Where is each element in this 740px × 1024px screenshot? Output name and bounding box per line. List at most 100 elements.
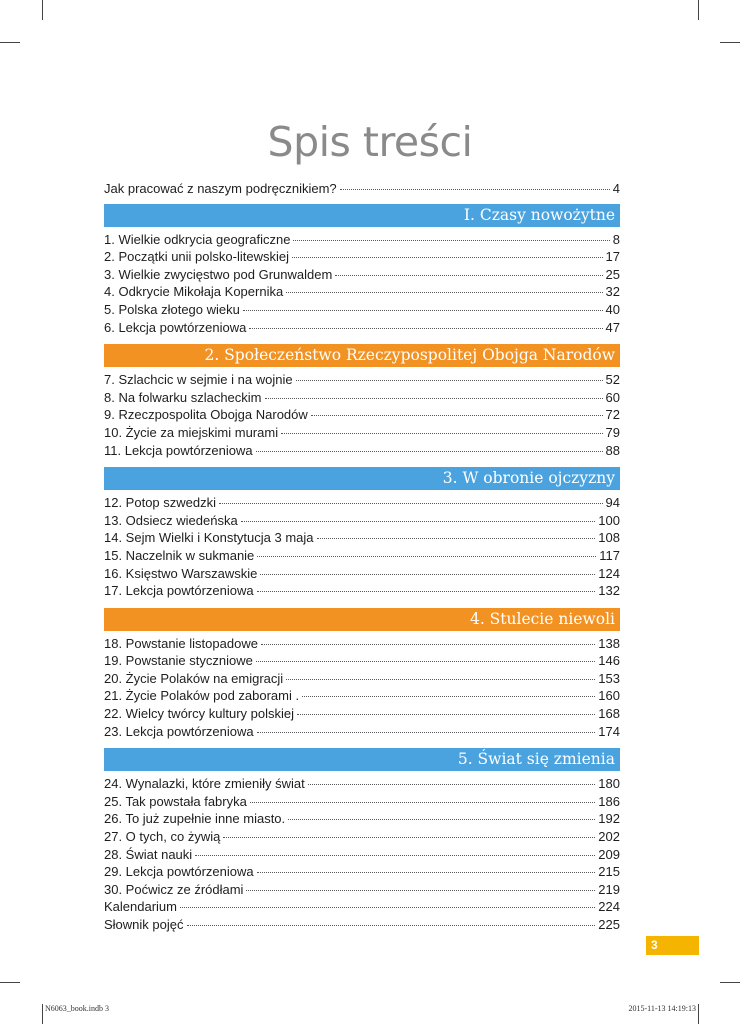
toc-entry-page: 108: [598, 530, 620, 546]
section-heading-bar[interactable]: 4. Stulecie niewoli: [104, 607, 620, 631]
dot-leader: [295, 379, 603, 382]
toc-entry-page: 186: [598, 793, 620, 809]
toc-entry-page: 25: [605, 266, 620, 282]
dot-leader: [195, 854, 596, 856]
toc-entry-label: 13. Odsiecz wiedeńska: [104, 512, 238, 528]
toc-entry[interactable]: 4. Odkrycie Mikołaja Kopernika 32: [104, 283, 620, 301]
toc-entry[interactable]: 10. Życie za miejskimi murami 79: [104, 424, 620, 442]
dot-leader: [339, 188, 610, 190]
toc-entry-label: 6. Lekcja powtórzeniowa: [104, 319, 247, 335]
toc-entry[interactable]: 22. Wielcy twórcy kultury polskiej 168: [104, 705, 620, 723]
toc-entry-page: 17: [605, 249, 620, 265]
toc-entry[interactable]: 28. Świat nauki 209: [104, 846, 620, 864]
dot-leader: [256, 871, 596, 874]
toc-entry-page: 146: [598, 653, 620, 669]
dot-leader: [293, 239, 610, 241]
toc-entry[interactable]: 7. Szlachcic w sejmie i na wojnie 52: [104, 371, 620, 389]
dot-leader: [288, 818, 596, 821]
toc-entry[interactable]: 9. Rzeczpospolita Obojga Narodów 72: [104, 406, 620, 424]
toc-entry[interactable]: 26. To już zupełnie inne miasto. 192: [104, 810, 620, 828]
section-heading-bar[interactable]: I. Czasy nowożytne: [104, 203, 620, 227]
page-number-tab: 3: [646, 936, 699, 955]
dot-leader: [260, 643, 596, 645]
toc-entry-label: 22. Wielcy twórcy kultury polskiej: [104, 706, 294, 722]
toc-entry[interactable]: Słownik pojęć 225: [104, 916, 620, 934]
page-title: Spis treści: [267, 118, 473, 166]
toc-entry-label: 15. Naczelnik w sukmanie: [104, 547, 255, 563]
toc-entry-label: 23. Lekcja powtórzeniowa: [104, 723, 254, 739]
section-heading-bar[interactable]: 5. Świat się zmienia: [104, 748, 620, 772]
toc-entry[interactable]: 16. Księstwo Warszawskie 124: [104, 565, 620, 583]
toc-entry-page: 168: [598, 706, 620, 722]
toc-entry[interactable]: 23. Lekcja powtórzeniowa 174: [104, 723, 620, 741]
dot-leader: [240, 520, 596, 522]
toc-entry[interactable]: 12. Potop szwedzki 94: [104, 494, 620, 512]
toc-entry[interactable]: 3. Wielkie zwycięstwo pod Grunwaldem 25: [104, 266, 620, 284]
dot-leader: [249, 327, 603, 329]
toc-entry-label: 21. Życie Polaków pod zaborami .: [104, 688, 300, 704]
toc-entry-page: 160: [598, 688, 620, 704]
toc-entry[interactable]: 14. Sejm Wielki i Konstytucja 3 maja 108: [104, 529, 620, 547]
toc-entry[interactable]: Kalendarium 224: [104, 898, 620, 916]
toc-entry-label: 18. Powstanie listopadowe: [104, 635, 258, 651]
dot-leader: [286, 678, 596, 680]
toc-entry-label: 30. Poćwicz ze źródłami: [104, 881, 244, 897]
toc-entry-page: 138: [598, 635, 620, 651]
toc-entry-intro[interactable]: Jak pracować z naszym podręcznikiem? 4: [104, 180, 620, 198]
toc-entry[interactable]: 30. Poćwicz ze źródłami 219: [104, 881, 620, 899]
toc-entry[interactable]: 15. Naczelnik w sukmanie 117: [104, 547, 620, 565]
toc-entry[interactable]: 27. O tych, co żywią 202: [104, 828, 620, 846]
table-of-contents: Jak pracować z naszym podręcznikiem? 4 I…: [104, 180, 620, 934]
toc-entry-label: 3. Wielkie zwycięstwo pod Grunwaldem: [104, 266, 333, 282]
toc-entry[interactable]: 1. Wielkie odkrycia geograficzne 8: [104, 231, 620, 249]
toc-entry-label: 29. Lekcja powtórzeniowa: [104, 864, 254, 880]
dot-leader: [186, 924, 596, 926]
toc-entry[interactable]: 13. Odsiecz wiedeńska 100: [104, 512, 620, 530]
dot-leader: [260, 573, 596, 575]
toc-entry-page: 32: [605, 284, 620, 300]
dot-leader: [302, 695, 596, 698]
toc-entry[interactable]: 18. Powstanie listopadowe 138: [104, 635, 620, 653]
dot-leader: [335, 274, 603, 276]
toc-entry-label: 5. Polska złotego wieku: [104, 301, 240, 317]
toc-entry-label: 20. Życie Polaków na emigracji: [104, 670, 284, 686]
dot-leader: [256, 731, 596, 733]
toc-entry[interactable]: 2. Początki unii polsko-litewskiej 17: [104, 248, 620, 266]
dot-leader: [246, 889, 596, 891]
toc-entry[interactable]: 11. Lekcja powtórzeniowa 88: [104, 442, 620, 460]
section-heading-bar[interactable]: 2. Społeczeństwo Rzeczypospolitej Obojga…: [104, 344, 620, 368]
toc-entry[interactable]: 20. Życie Polaków na emigracji 153: [104, 670, 620, 688]
toc-entry[interactable]: 5. Polska złotego wieku 40: [104, 301, 620, 319]
dot-leader: [257, 555, 597, 557]
toc-entry-page: 100: [598, 512, 620, 528]
crop-mark: [0, 42, 20, 43]
toc-entry-label: Słownik pojęć: [104, 917, 184, 932]
toc-entry-label: 9. Rzeczpospolita Obojga Narodów: [104, 407, 308, 423]
toc-entry[interactable]: 17. Lekcja powtórzeniowa 132: [104, 582, 620, 600]
toc-sections: I. Czasy nowożytne 1. Wielkie odkrycia ge…: [104, 203, 620, 934]
toc-entry-page: 117: [599, 547, 620, 563]
toc-entry[interactable]: 8. Na folwarku szlacheckim 60: [104, 389, 620, 407]
toc-entry-label: 2. Początki unii polsko-litewskiej: [104, 249, 289, 265]
toc-entry[interactable]: 29. Lekcja powtórzeniowa 215: [104, 863, 620, 881]
crop-mark: [42, 1004, 43, 1024]
section-heading-bar[interactable]: 3. W obronie ojczyzny: [104, 467, 620, 491]
toc-entry[interactable]: 19. Powstanie styczniowe 146: [104, 652, 620, 670]
dot-leader: [291, 256, 603, 259]
toc-entry[interactable]: 21. Życie Polaków pod zaborami . 160: [104, 687, 620, 705]
toc-entry[interactable]: 6. Lekcja powtórzeniowa 47: [104, 319, 620, 337]
print-slug-file: N6063_book.indb 3: [45, 1004, 109, 1013]
toc-entry[interactable]: 24. Wynalazki, które zmieniły świat 180: [104, 775, 620, 793]
toc-entry-page: 132: [598, 583, 620, 599]
toc-entry-page: 88: [605, 442, 620, 458]
toc-entry-page: 72: [605, 407, 620, 423]
toc-entry-page: 40: [605, 301, 620, 317]
toc-entry[interactable]: 25. Tak powstała fabryka 186: [104, 793, 620, 811]
toc-entry-page: 202: [598, 829, 620, 845]
toc-entry-label: 16. Księstwo Warszawskie: [104, 565, 258, 581]
dot-leader: [316, 537, 596, 540]
toc-entry-label: 27. O tych, co żywią: [104, 829, 221, 845]
toc-entry-label: Jak pracować z naszym podręcznikiem?: [104, 181, 337, 196]
toc-entry-label: 4. Odkrycie Mikołaja Kopernika: [104, 284, 284, 300]
dot-leader: [242, 309, 603, 311]
